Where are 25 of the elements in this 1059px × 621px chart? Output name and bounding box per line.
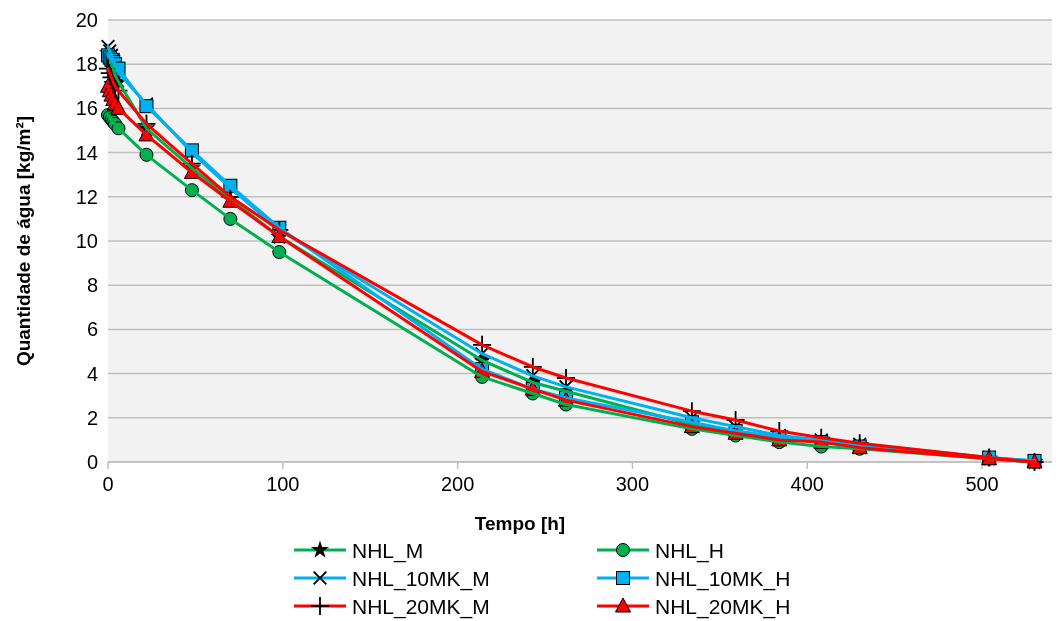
y-tick-label: 6 bbox=[86, 318, 98, 341]
y-tick-label: 14 bbox=[75, 141, 98, 164]
legend-label: NHL_10MK_H bbox=[655, 567, 791, 591]
y-tick-label: 0 bbox=[86, 451, 98, 473]
legend-label: NHL_20MK_M bbox=[352, 595, 490, 619]
legend-label: NHL_M bbox=[352, 539, 424, 563]
y-axis-title: Quantidade de água [kg/m²] bbox=[13, 115, 34, 367]
x-tick-label: 100 bbox=[266, 473, 300, 495]
y-tick-label: 12 bbox=[75, 185, 98, 208]
y-tick-label: 18 bbox=[75, 53, 98, 76]
legend-label: NHL_10MK_M bbox=[352, 567, 490, 591]
x-tick-label: 500 bbox=[965, 473, 999, 495]
y-tick-label: 8 bbox=[86, 274, 98, 297]
y-tick-label: 16 bbox=[75, 97, 98, 120]
y-tick-label: 4 bbox=[86, 362, 98, 385]
y-tick-label: 2 bbox=[86, 406, 98, 429]
y-tick-label: 20 bbox=[75, 9, 98, 31]
x-tick-label: 200 bbox=[440, 473, 475, 495]
x-tick-label: 0 bbox=[102, 473, 114, 495]
x-tick-label: 400 bbox=[790, 473, 824, 495]
legend-label: NHL_H bbox=[655, 539, 724, 563]
legend-label: NHL_20MK_H bbox=[655, 595, 791, 619]
x-axis-title: Tempo [h] bbox=[474, 513, 566, 534]
x-tick-label: 300 bbox=[615, 473, 650, 495]
y-tick-label: 10 bbox=[75, 230, 98, 252]
